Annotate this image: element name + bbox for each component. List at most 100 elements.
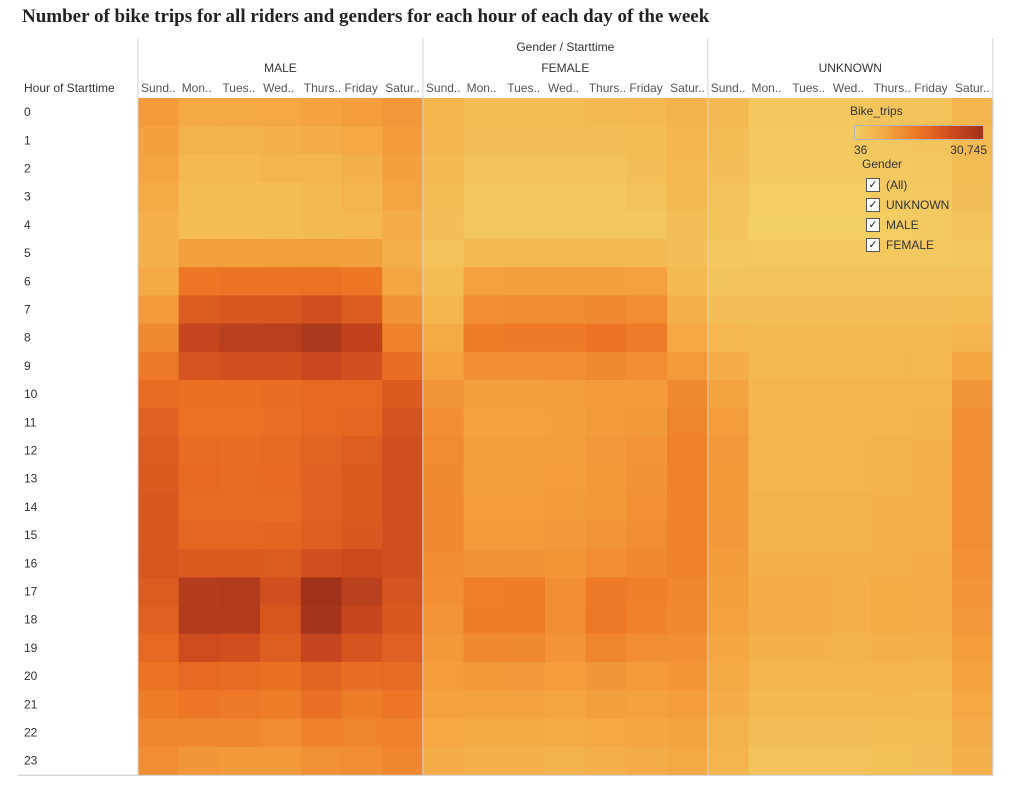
- heat-cell: [829, 239, 872, 268]
- heat-cell: [545, 746, 587, 776]
- heat-cell: [911, 492, 953, 522]
- heat-cell: [178, 436, 220, 466]
- heat-cell: [504, 267, 546, 296]
- heat-cell: [707, 154, 750, 184]
- heat-cell: [382, 351, 424, 381]
- heat-cell: [300, 182, 343, 212]
- filter-item-all[interactable]: ✓ (All): [866, 175, 990, 195]
- filter-item-unknown[interactable]: ✓ UNKNOWN: [866, 195, 990, 215]
- heat-cell: [911, 408, 953, 437]
- heat-cell: [667, 662, 709, 691]
- heat-cell: [585, 267, 627, 296]
- filter-item-female[interactable]: ✓ FEMALE: [866, 235, 990, 255]
- heat-cell: [626, 295, 668, 325]
- heat-cell: [748, 549, 790, 578]
- heat-cell: [667, 718, 709, 748]
- heat-cell: [300, 521, 343, 550]
- heat-cell: [138, 521, 180, 550]
- heat-cell: [138, 549, 180, 578]
- heat-cell: [545, 690, 587, 719]
- heat-cell: [707, 351, 750, 381]
- heat-cell: [300, 210, 343, 240]
- heat-cell: [422, 464, 465, 494]
- heat-cell: [748, 746, 790, 776]
- heat-cell: [870, 351, 912, 381]
- heat-cell: [789, 295, 831, 325]
- heat-cell: [545, 182, 587, 212]
- heat-cell: [382, 464, 424, 494]
- heat-cell: [748, 492, 790, 522]
- heat-cell: [870, 380, 912, 409]
- checkbox-unknown[interactable]: ✓: [866, 198, 880, 212]
- heat-cell: [219, 549, 261, 578]
- heat-cell: [422, 633, 465, 663]
- heat-cell: [138, 718, 180, 748]
- heat-cell: [463, 662, 505, 691]
- heat-cell: [463, 154, 505, 184]
- heat-cell: [952, 690, 994, 719]
- heat-cell: [300, 239, 343, 268]
- heat-cell: [829, 633, 872, 663]
- heat-cell: [952, 577, 994, 607]
- heat-cell: [504, 492, 546, 522]
- heat-cell: [260, 549, 302, 578]
- heat-cell: [422, 549, 465, 578]
- day-label: Sund..: [426, 81, 461, 95]
- heat-cell: [463, 351, 505, 381]
- heat-cell: [952, 408, 994, 437]
- heat-cell: [789, 662, 831, 691]
- heat-cell: [748, 323, 790, 353]
- hour-label: 4: [24, 218, 31, 232]
- heat-cell: [789, 380, 831, 409]
- heat-cell: [138, 662, 180, 691]
- filter-label-unknown: UNKNOWN: [886, 198, 950, 212]
- filter-item-male[interactable]: ✓ MALE: [866, 215, 990, 235]
- heat-cell: [260, 98, 302, 127]
- heat-cell: [667, 126, 709, 155]
- heat-cell: [789, 464, 831, 494]
- column-header: Gender / Starttime: [516, 40, 614, 54]
- heat-cell: [626, 408, 668, 437]
- heat-cell: [789, 126, 831, 155]
- heat-cell: [585, 436, 627, 466]
- legend: Bike_trips 36 30,745 Gender ✓ (All) ✓ UN…: [850, 104, 990, 255]
- heat-cell: [585, 690, 627, 719]
- heat-cell: [870, 746, 912, 776]
- heat-cell: [504, 210, 546, 240]
- heat-cell: [422, 351, 465, 381]
- heat-cell: [422, 690, 465, 719]
- heat-cell: [422, 154, 465, 184]
- heat-cell: [504, 408, 546, 437]
- hour-label: 2: [24, 162, 31, 176]
- heat-cell: [178, 380, 220, 409]
- heat-cell: [952, 633, 994, 663]
- heat-cell: [545, 295, 587, 325]
- heat-cell: [463, 126, 505, 155]
- day-label: Tues..: [507, 81, 540, 95]
- heat-cell: [952, 662, 994, 691]
- heat-cell: [952, 718, 994, 748]
- heat-cell: [748, 351, 790, 381]
- heat-cell: [219, 182, 261, 212]
- heat-cell: [952, 323, 994, 353]
- heat-cell: [829, 746, 872, 776]
- heat-cell: [870, 605, 912, 635]
- checkbox-all[interactable]: ✓: [866, 178, 880, 192]
- heat-cell: [138, 408, 180, 437]
- heat-cell: [707, 633, 750, 663]
- checkbox-female[interactable]: ✓: [866, 238, 880, 252]
- heat-cell: [504, 98, 546, 127]
- heat-cell: [178, 521, 220, 550]
- heat-cell: [463, 380, 505, 409]
- heat-cell: [138, 295, 180, 325]
- heat-cell: [422, 605, 465, 635]
- heat-cell: [667, 295, 709, 325]
- heat-cell: [789, 323, 831, 353]
- heat-cell: [952, 746, 994, 776]
- heat-cell: [422, 182, 465, 212]
- heat-cell: [178, 182, 220, 212]
- heat-cell: [545, 239, 587, 268]
- checkbox-male[interactable]: ✓: [866, 218, 880, 232]
- heat-cell: [382, 605, 424, 635]
- hour-label: 0: [24, 105, 31, 119]
